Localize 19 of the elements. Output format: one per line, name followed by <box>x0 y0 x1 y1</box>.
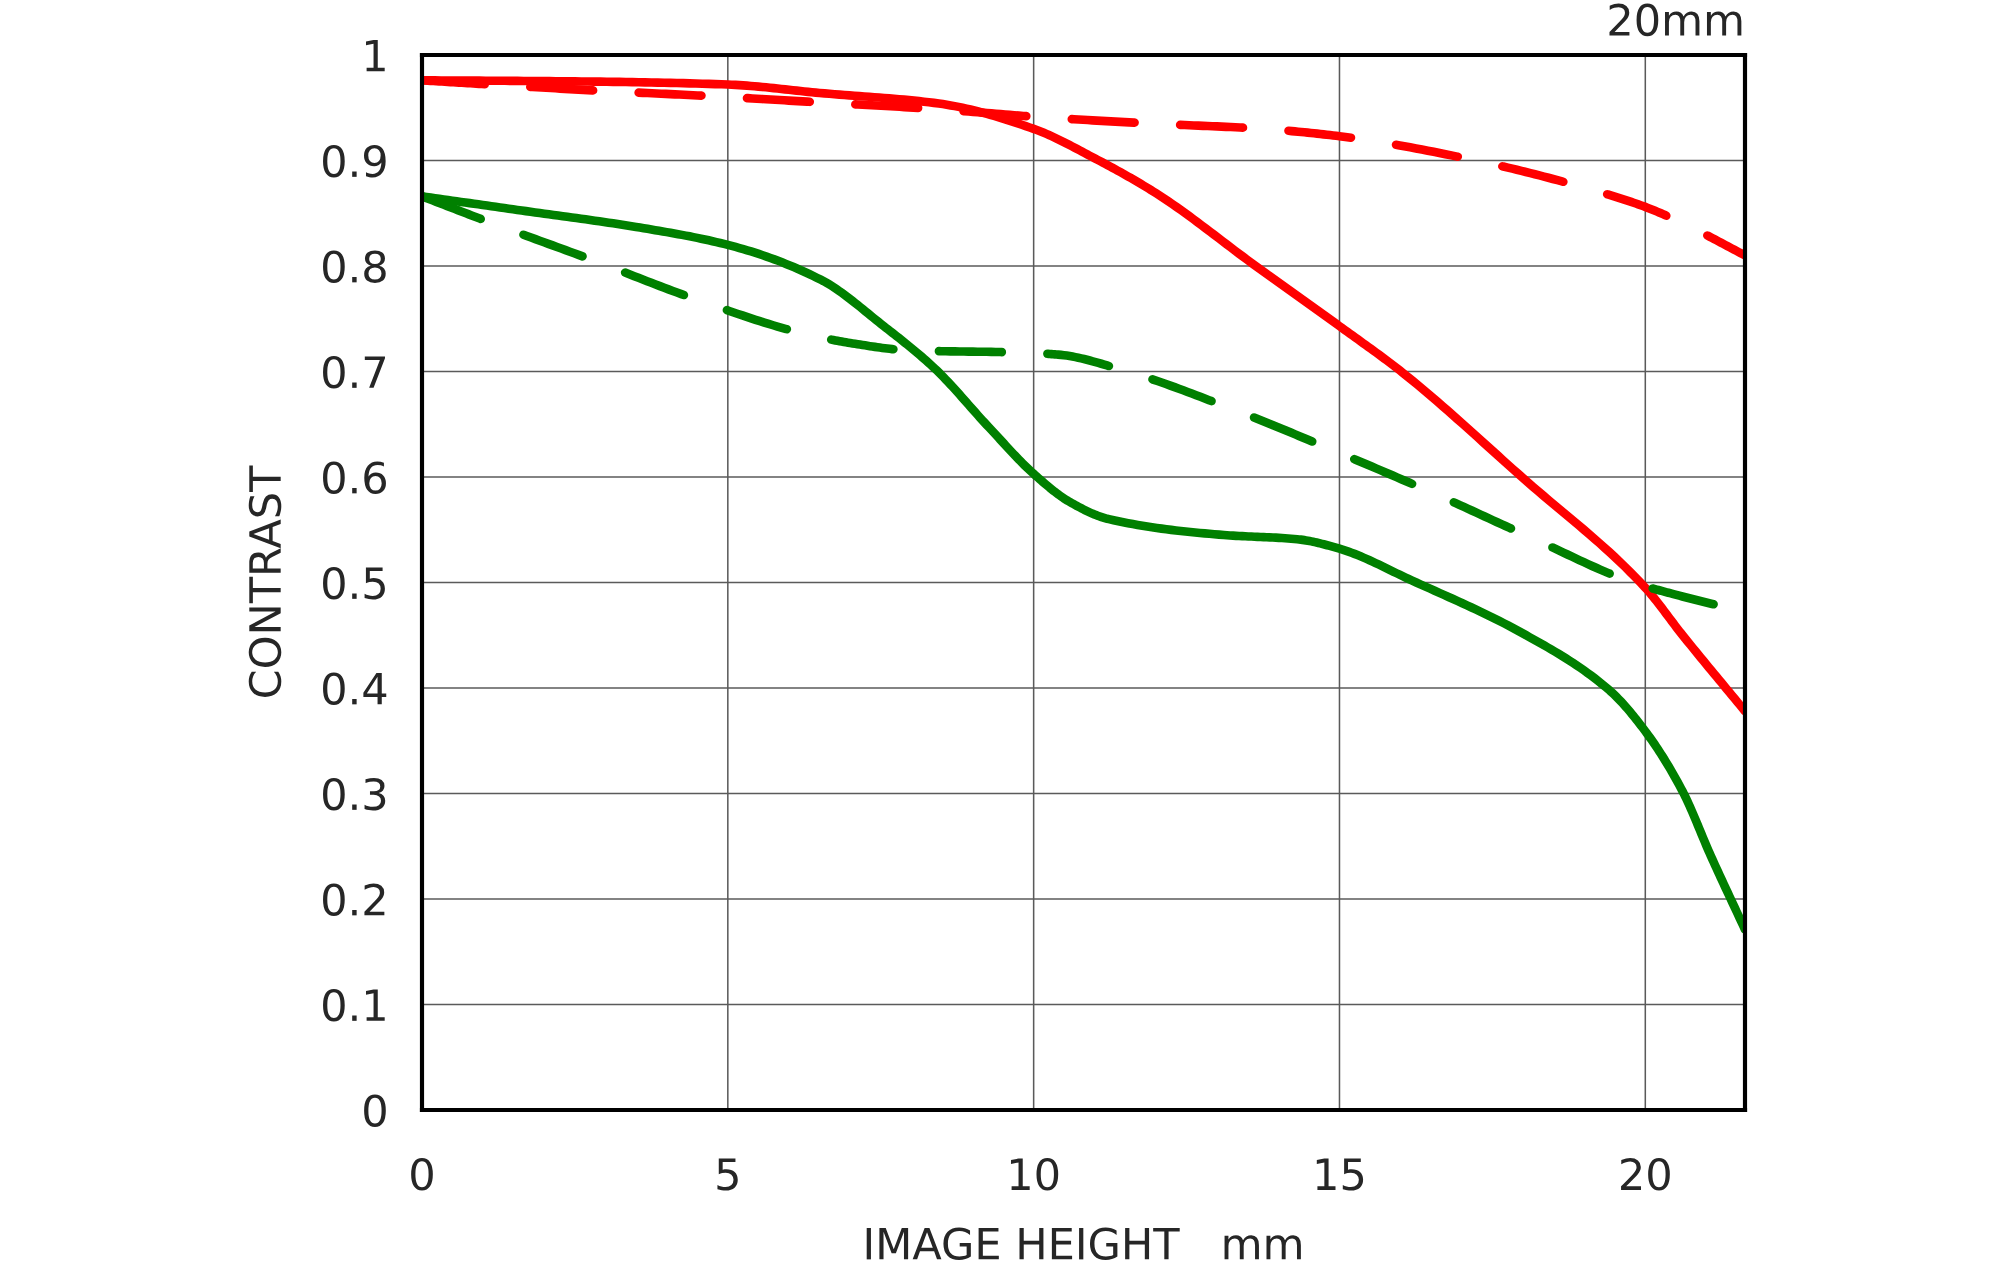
chart-title: 20mm <box>1609 3 1742 37</box>
y-tick-label: 0.5 <box>323 566 385 600</box>
y-tick-label: 0.9 <box>323 144 386 178</box>
y-tick-label: 0.1 <box>323 988 385 1022</box>
y-tick-label: 0.2 <box>323 883 385 916</box>
x-tick-label: 20 <box>1621 1157 1670 1191</box>
x-tick-label: 10 <box>1010 1157 1059 1191</box>
y-tick-label: 0 <box>364 1094 386 1127</box>
y-tick-label: 1 <box>366 39 385 72</box>
y-axis-title: CONTRAST <box>248 465 282 697</box>
x-tick-label: 15 <box>1316 1158 1364 1191</box>
x-tick-label: 5 <box>717 1158 738 1191</box>
y-tick-label: 0.3 <box>323 777 386 811</box>
x-tick-label: 0 <box>411 1157 433 1191</box>
y-tick-label: 0.4 <box>323 672 387 705</box>
y-tick-label: 0.7 <box>323 355 385 389</box>
x-axis-title: IMAGE HEIGHT mm <box>866 1227 1301 1260</box>
y-tick-label: 0.6 <box>323 461 386 494</box>
y-tick-label: 0.8 <box>323 250 386 283</box>
